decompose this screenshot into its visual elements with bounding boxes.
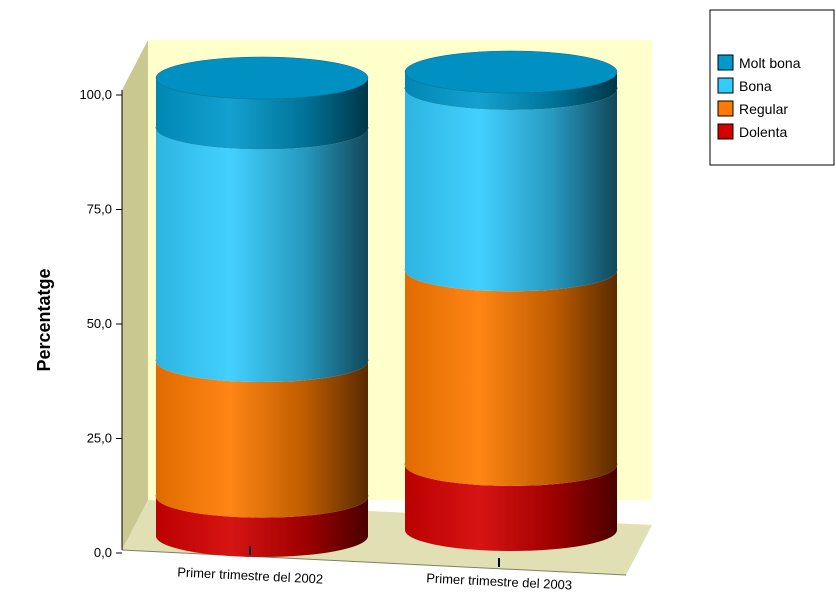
legend-item: Regular: [717, 100, 788, 117]
y-tick-label: 50,0: [87, 316, 112, 331]
x-axis-labels: Primer trimestre del 2002 Primer trimestr…: [177, 546, 573, 593]
legend-label: Bona: [739, 78, 772, 94]
bar-segment-dolenta: [405, 464, 617, 551]
x-tick-label: Primer trimestre del 2002: [177, 564, 324, 586]
legend-label: Dolenta: [739, 124, 787, 140]
legend-label: Molt bona: [739, 55, 801, 71]
cylinder-top: [404, 50, 618, 94]
y-tick-label: 100,0: [79, 87, 112, 102]
legend-swatch: [717, 100, 734, 117]
legend-item: Molt bona: [717, 54, 801, 71]
y-tick-label: 75,0: [87, 202, 112, 217]
cylinder: [155, 56, 369, 557]
chart-side-wall: [122, 40, 148, 550]
cylinder: [404, 50, 618, 551]
legend-item: Bona: [717, 77, 772, 94]
bar-segment-molt-bona: [405, 72, 617, 110]
y-axis-title: Percentatge: [34, 268, 54, 371]
bar-segment-bona: [405, 88, 617, 292]
y-tick-label: 0,0: [94, 545, 112, 560]
chart-floor-edge: [121, 549, 627, 576]
legend-label: Regular: [739, 101, 788, 117]
legend: Molt bona Bona Regular Dolenta: [717, 54, 801, 140]
bar-segment-regular: [405, 270, 617, 486]
x-tick-label: Primer trimestre del 2003: [426, 570, 573, 592]
y-axis-ticks: 0,0 25,0 50,0 75,0 100,0: [79, 87, 122, 560]
legend-item: Dolenta: [717, 123, 787, 140]
bar-segment-molt-bona: [156, 78, 368, 150]
y-tick-label: 25,0: [87, 431, 112, 446]
legend-swatch: [717, 54, 734, 71]
cylinders: [155, 50, 618, 557]
legend-swatch: [717, 123, 734, 140]
cylinder-top: [155, 56, 369, 100]
bar-segment-regular: [156, 361, 368, 518]
legend-swatch: [717, 77, 734, 94]
bar-segment-dolenta: [156, 496, 368, 557]
bar-segment-bona: [156, 128, 368, 383]
